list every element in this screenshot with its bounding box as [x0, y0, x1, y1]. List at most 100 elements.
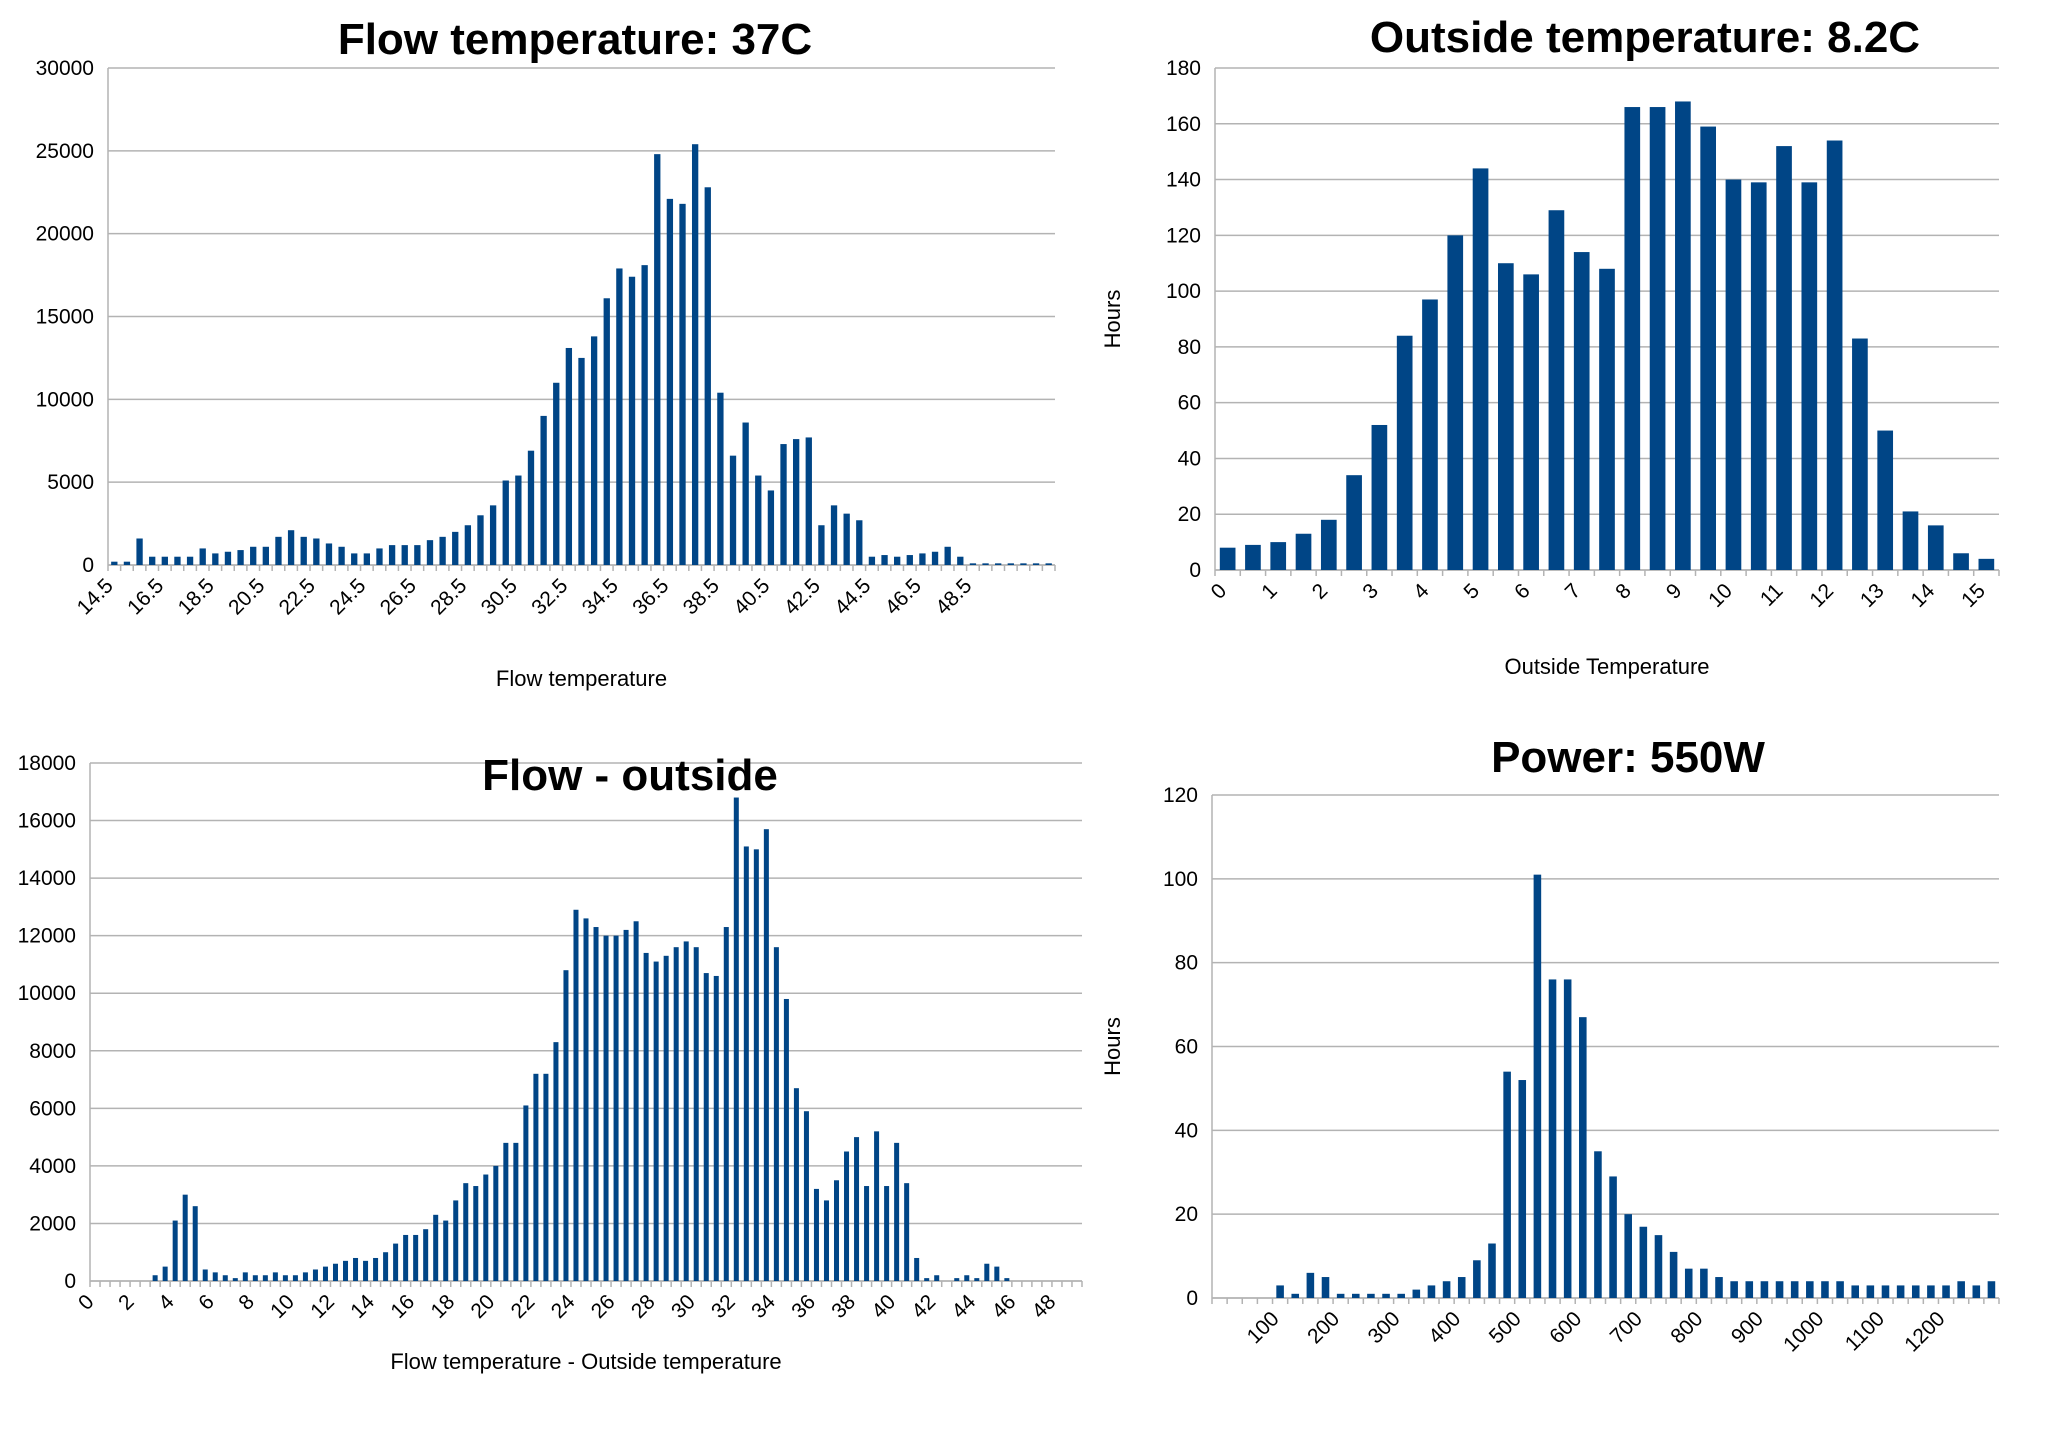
x-tick-label: 2 [114, 1290, 139, 1315]
bar [123, 561, 131, 565]
bar [934, 1275, 940, 1281]
bar [703, 973, 709, 1281]
x-tick-label: 1000 [1779, 1307, 1828, 1356]
bar [553, 1042, 559, 1281]
bar [1750, 182, 1767, 570]
x-tick-label: 6 [194, 1290, 219, 1315]
bar [423, 1229, 429, 1281]
bar [1276, 1285, 1284, 1298]
bar [1902, 511, 1919, 570]
bar [894, 556, 901, 565]
y-tick-label: 25000 [36, 140, 94, 163]
bar [1351, 1293, 1360, 1298]
bar [964, 1275, 970, 1281]
bar [313, 538, 320, 565]
bar [593, 927, 599, 1281]
bar [489, 505, 497, 565]
bar [1472, 168, 1489, 570]
bar [864, 1186, 870, 1281]
x-tick-label: 5 [1460, 579, 1485, 604]
bar [242, 1272, 248, 1281]
x-tick-label: 0 [1207, 579, 1232, 604]
x-tick-label: 48.5 [931, 574, 976, 619]
bar [1654, 1235, 1663, 1298]
bar [919, 553, 926, 565]
bar [363, 553, 371, 565]
bar [683, 941, 689, 1281]
bar [1382, 1293, 1390, 1298]
x-tick-label: 26.5 [376, 574, 421, 619]
bar [152, 1275, 158, 1281]
bar [1457, 1277, 1466, 1298]
y-tick-label: 0 [82, 554, 94, 577]
y-tick-label: 14000 [18, 867, 76, 890]
y-tick-label: 120 [1166, 224, 1201, 247]
bar [565, 347, 573, 565]
y-tick-label: 0 [1186, 1287, 1198, 1310]
bar [974, 1278, 980, 1281]
bar [1700, 126, 1717, 571]
bar [1020, 563, 1027, 565]
y-tick-label: 20000 [36, 223, 94, 246]
x-tick-label: 8 [1611, 579, 1636, 604]
bar [483, 1174, 489, 1281]
bar [553, 382, 560, 565]
x-tick-label: 1100 [1841, 1307, 1889, 1355]
bar [1957, 1281, 1965, 1298]
bar [1599, 268, 1615, 570]
bar [464, 525, 472, 565]
x-tick-label: 28 [627, 1290, 660, 1323]
bar [1336, 1293, 1345, 1298]
bar [1219, 547, 1236, 570]
x-tick-label: 900 [1727, 1307, 1768, 1348]
bar [453, 1200, 459, 1281]
bar [1518, 1080, 1527, 1298]
x-tick-label: 36 [787, 1290, 820, 1323]
bar [884, 1186, 890, 1281]
bar [994, 1266, 1000, 1281]
bar [325, 543, 333, 565]
bar [1427, 1285, 1436, 1298]
x-tick-label: 14 [1907, 579, 1940, 612]
bar [302, 1272, 308, 1281]
bar [1649, 107, 1666, 571]
x-tick-label: 14 [346, 1290, 379, 1323]
x-tick-label: 18 [426, 1290, 459, 1323]
bar [783, 998, 789, 1281]
y-tick-label: 80 [1178, 336, 1201, 359]
bar [1669, 1251, 1678, 1298]
bar [603, 298, 610, 565]
bar [1700, 1268, 1708, 1298]
bar [161, 556, 168, 565]
bar [713, 975, 719, 1281]
bar [262, 1275, 268, 1281]
y-tick-label: 2000 [29, 1212, 76, 1235]
bar [844, 1151, 850, 1281]
bar [1573, 252, 1590, 571]
bar [1760, 1281, 1769, 1298]
bar [616, 268, 623, 565]
bar [1523, 274, 1539, 570]
bar [272, 1272, 278, 1281]
bar [1877, 430, 1894, 570]
x-tick-label: 1200 [1900, 1307, 1949, 1356]
x-tick-label: 400 [1424, 1307, 1465, 1348]
y-tick-label: 30000 [36, 57, 94, 80]
bar [477, 515, 484, 565]
y-tick-label: 10000 [18, 982, 76, 1005]
bar [792, 439, 800, 565]
bar [803, 1111, 809, 1281]
bar [628, 276, 636, 565]
bar [1321, 1277, 1330, 1298]
bar [376, 548, 383, 565]
x-tick-label: 44.5 [830, 574, 875, 619]
x-tick-label: 10 [266, 1290, 299, 1323]
bar [653, 961, 659, 1281]
x-tick-label: 300 [1364, 1307, 1405, 1348]
x-axis-label: Flow temperature [496, 666, 667, 691]
bar [818, 525, 825, 565]
bar [174, 556, 181, 565]
bar [1852, 338, 1868, 570]
x-tick-label: 42 [907, 1290, 940, 1323]
bar [162, 1266, 168, 1281]
